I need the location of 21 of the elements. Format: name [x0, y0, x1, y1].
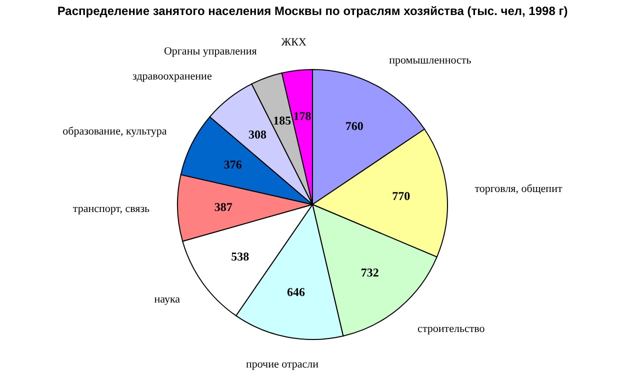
chart-title: Распределение занятого населения Москвы по отраслям хозяйства (тыс. чел, 1998 г): [57, 4, 568, 18]
data-label: 732: [360, 266, 379, 280]
data-label: 760: [345, 118, 364, 133]
slice-label: наука: [154, 293, 180, 306]
data-label: 308: [248, 127, 266, 142]
slice-label: здравоохранение: [132, 70, 212, 82]
slice-label: транспорт, связь: [72, 202, 150, 215]
slice-label: образование, культура: [62, 125, 167, 138]
data-label: 646: [286, 285, 305, 300]
data-label: 376: [224, 158, 242, 172]
slice-label: прочие отрасли: [246, 358, 319, 371]
slice-label: Органы управления: [164, 45, 257, 58]
slice-label: ЖКХ: [281, 36, 306, 49]
data-label: 185: [273, 114, 292, 128]
slice-label: строительство: [418, 323, 486, 336]
slice-label: торговля, общепит: [474, 182, 562, 195]
slice-label: промышленность: [389, 54, 472, 67]
data-label: 770: [392, 188, 410, 203]
data-label: 387: [214, 200, 232, 214]
data-label: 178: [293, 108, 312, 123]
data-label: 538: [231, 249, 250, 264]
